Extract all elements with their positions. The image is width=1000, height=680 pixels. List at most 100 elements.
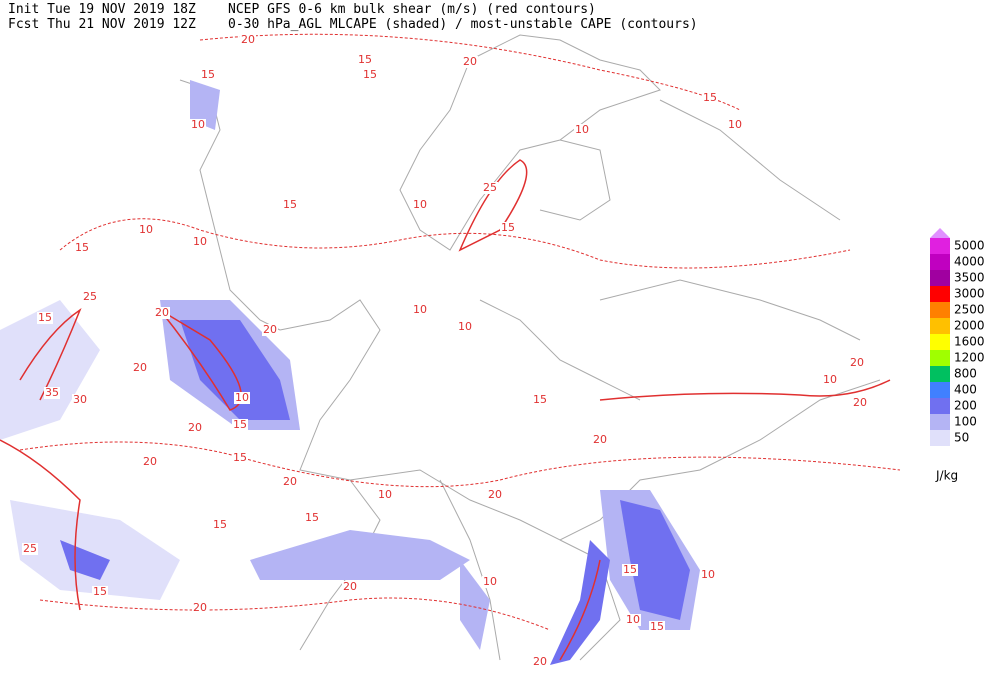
label-bg <box>727 119 743 131</box>
legend-swatch <box>930 238 950 254</box>
label-bg <box>377 489 393 501</box>
legend-label: 100 <box>954 415 977 429</box>
legend-swatch <box>930 254 950 270</box>
label-bg <box>22 543 38 555</box>
legend-label: 800 <box>954 367 977 381</box>
legend-label: 400 <box>954 383 977 397</box>
contour-label: 15 <box>358 53 372 66</box>
label-bg <box>240 34 256 46</box>
shear-contours <box>0 33 901 661</box>
label-bg <box>342 581 358 593</box>
contour-label: 15 <box>363 68 377 81</box>
label-bg <box>200 69 216 81</box>
legend-label: 3000 <box>954 287 985 301</box>
label-bg <box>154 307 170 319</box>
contour-label: 20 <box>143 455 157 468</box>
contour-label: 20 <box>241 33 255 46</box>
label-bg <box>532 656 548 668</box>
label-bg <box>212 519 228 531</box>
label-bg <box>592 434 608 446</box>
legend-swatch <box>930 414 950 430</box>
label-bg <box>37 312 53 324</box>
label-bg <box>412 199 428 211</box>
init-time: Init Tue 19 NOV 2019 18Z <box>8 2 196 17</box>
contour-label: 25 <box>83 290 97 303</box>
contour-label: 20 <box>463 55 477 68</box>
label-bg <box>142 456 158 468</box>
legend-label: 50 <box>954 431 969 445</box>
title-line-2: 0-30 hPa_AGL MLCAPE (shaded) / most-unst… <box>228 17 698 32</box>
label-bg <box>190 119 206 131</box>
legend-swatch <box>930 430 950 446</box>
title-line-1: NCEP GFS 0-6 km bulk shear (m/s) (red co… <box>228 2 596 17</box>
contour-label: 15 <box>38 311 52 324</box>
contour-label: 10 <box>728 118 742 131</box>
contour-label: 10 <box>626 613 640 626</box>
contour-label: 10 <box>191 118 205 131</box>
label-bg <box>487 489 503 501</box>
legend-swatch <box>930 398 950 414</box>
contour-label: 10 <box>378 488 392 501</box>
legend-label: 5000 <box>954 239 985 253</box>
contour-label: 15 <box>305 511 319 524</box>
label-bg <box>44 387 60 399</box>
contour-label: 15 <box>533 393 547 406</box>
legend-label: 4000 <box>954 255 985 269</box>
contour-label: 10 <box>139 223 153 236</box>
contour-label: 25 <box>483 181 497 194</box>
legend-swatch <box>930 286 950 302</box>
label-bg <box>74 242 90 254</box>
label-bg <box>702 92 718 104</box>
contour-label: 20 <box>133 361 147 374</box>
contour-label: 25 <box>23 542 37 555</box>
label-bg <box>482 182 498 194</box>
contour-label: 10 <box>413 303 427 316</box>
contour-label: 10 <box>483 575 497 588</box>
label-bg <box>822 374 838 386</box>
label-bg <box>232 419 248 431</box>
contour-label: 10 <box>701 568 715 581</box>
label-bg <box>849 357 865 369</box>
label-bg <box>234 392 250 404</box>
contour-label: 20 <box>533 655 547 668</box>
legend-label: 200 <box>954 399 977 413</box>
contour-label: 20 <box>188 421 202 434</box>
contour-label: 15 <box>501 221 515 234</box>
label-bg <box>232 452 248 464</box>
label-bg <box>574 124 590 136</box>
contour-label: 20 <box>343 580 357 593</box>
label-bg <box>362 69 378 81</box>
contour-label: 15 <box>233 451 247 464</box>
contour-label: 20 <box>263 323 277 336</box>
contour-label: 15 <box>93 585 107 598</box>
label-bg <box>138 224 154 236</box>
label-bg <box>482 576 498 588</box>
legend-label: 2500 <box>954 303 985 317</box>
label-bg <box>187 422 203 434</box>
cape-shading <box>0 80 700 665</box>
legend-swatch <box>930 270 950 286</box>
contour-labels: 20 15 15 15 20 10 15 10 10 25 10 15 15 10 15 10 25 20 15 20… <box>22 33 868 668</box>
contour-label: 15 <box>213 518 227 531</box>
contour-label: 20 <box>593 433 607 446</box>
legend-label: 3500 <box>954 271 985 285</box>
contour-label: 20 <box>850 356 864 369</box>
legend: 5000 4000 3500 3000 2500 2000 1600 1200 800 400 20… <box>930 228 985 483</box>
label-bg <box>282 476 298 488</box>
contour-label: 10 <box>575 123 589 136</box>
header: Init Tue 19 NOV 2019 18Z NCEP GFS 0-6 km… <box>8 2 698 32</box>
label-bg <box>412 304 428 316</box>
contour-label: 10 <box>823 373 837 386</box>
label-bg <box>304 512 320 524</box>
forecast-time: Fcst Thu 21 NOV 2019 12Z <box>8 17 196 32</box>
label-bg <box>532 394 548 406</box>
label-bg <box>132 362 148 374</box>
legend-arrow <box>930 228 950 238</box>
label-bg <box>192 236 208 248</box>
contour-label: 15 <box>283 198 297 211</box>
label-bg <box>625 614 641 626</box>
label-bg <box>622 564 638 576</box>
contour-label: 20 <box>488 488 502 501</box>
legend-swatch <box>930 302 950 318</box>
contour-label: 20 <box>193 601 207 614</box>
